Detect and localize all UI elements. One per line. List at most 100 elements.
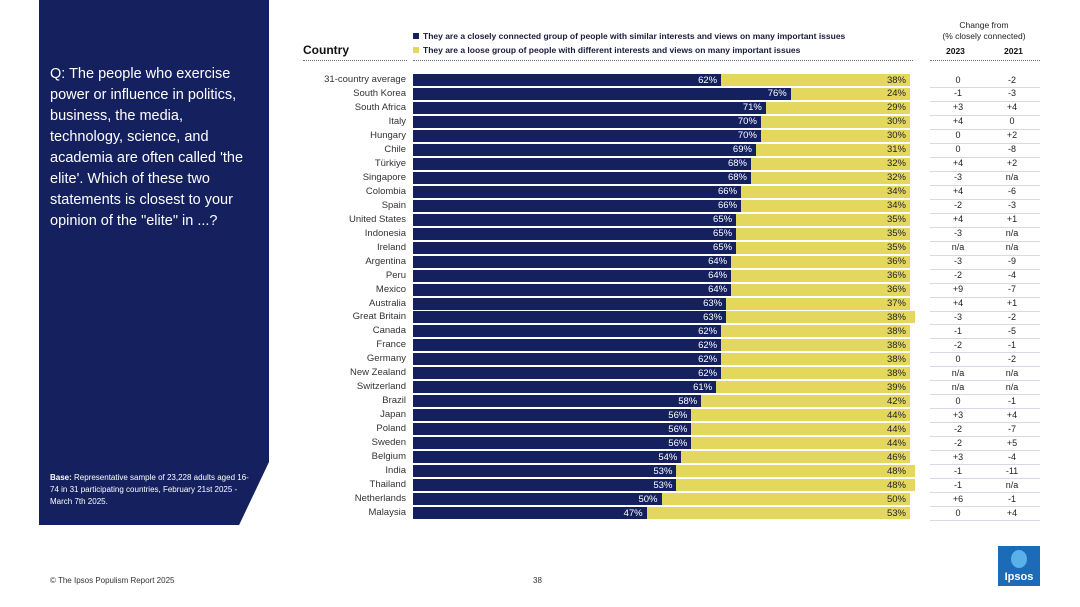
change-2021-value: -3 [1007, 200, 1016, 211]
bar-loose [701, 395, 910, 408]
country-label: Italy [388, 115, 406, 127]
value-label-closely: 62% [698, 367, 718, 379]
value-label-closely: 54% [658, 451, 678, 463]
change-2023-value: -3 [953, 311, 962, 322]
change-2023-value: n/a [951, 381, 965, 392]
country-label: Brazil [382, 395, 406, 407]
change-2023-value: +4 [952, 298, 964, 309]
legend-loose-label: They are a loose group of people with di… [423, 45, 801, 55]
value-label-loose: 50% [886, 493, 906, 505]
country-label: Argentina [365, 255, 406, 267]
bar-closely [413, 507, 647, 520]
bar-closely [413, 101, 766, 114]
value-label-loose: 36% [886, 256, 906, 268]
bar-closely [413, 339, 722, 352]
row-separator [930, 464, 1040, 466]
bar-closely [413, 241, 737, 254]
country-label: Mexico [375, 283, 406, 295]
row-separator [930, 520, 1040, 522]
value-label-loose: 44% [886, 437, 906, 449]
change-2021-value: n/a [1005, 479, 1019, 490]
change-2021-value: -9 [1007, 256, 1016, 267]
change-2021-value: n/a [1005, 242, 1019, 253]
value-label-closely: 65% [713, 242, 733, 254]
row-separator [930, 296, 1040, 298]
value-label-closely: 62% [698, 353, 718, 365]
change-2023-value: 0 [955, 74, 961, 85]
change-2021-value: +4 [1006, 102, 1018, 113]
value-label-loose: 34% [886, 186, 906, 198]
bar-loose [726, 297, 910, 310]
bar-loose [721, 325, 910, 338]
value-label-loose: 35% [886, 228, 906, 240]
change-2021-value: 0 [1009, 116, 1015, 127]
country-label: Canada [372, 325, 406, 337]
country-label: Great Britain [352, 311, 406, 323]
row-separator [930, 338, 1040, 340]
bar-loose [731, 283, 910, 296]
question-panel [39, 0, 269, 525]
country-label: Türkiye [374, 157, 406, 169]
row-separator [930, 184, 1040, 186]
bar-loose [676, 479, 915, 492]
change-2021-value: +4 [1006, 507, 1018, 518]
bar-loose [721, 74, 910, 86]
change-2023-value: -2 [953, 339, 962, 350]
country-label: United States [348, 213, 406, 225]
value-label-closely: 62% [698, 74, 718, 86]
change-2021-value: -5 [1007, 325, 1016, 336]
value-label-loose: 39% [886, 381, 906, 393]
value-label-loose: 38% [886, 353, 906, 365]
value-label-loose: 36% [886, 284, 906, 296]
change-2021-value: -7 [1007, 423, 1016, 434]
bar-closely [413, 74, 722, 86]
bar-loose [721, 367, 910, 380]
bar-closely [413, 493, 662, 506]
change-2021-value: +4 [1006, 409, 1018, 420]
value-label-loose: 24% [886, 88, 906, 100]
bar-loose [681, 451, 910, 464]
row-separator [930, 324, 1040, 326]
logo-text: Ipsos [1004, 571, 1034, 583]
change-2021-value: -4 [1007, 270, 1016, 281]
change-2021-value: +5 [1006, 437, 1018, 448]
change-2021-value: +2 [1006, 130, 1018, 141]
country-label: Indonesia [364, 227, 406, 239]
bar-closely [413, 199, 742, 212]
value-label-loose: 30% [886, 116, 906, 128]
base-label: Base: [50, 473, 72, 482]
bar-loose [741, 185, 910, 198]
row-separator [930, 254, 1040, 256]
value-label-closely: 61% [693, 381, 713, 393]
change-2021-value: -4 [1007, 451, 1016, 462]
value-label-loose: 32% [886, 158, 906, 170]
row-separator [930, 478, 1040, 480]
bar-closely [413, 115, 761, 128]
row-separator [930, 310, 1040, 312]
bar-closely [413, 269, 732, 282]
change-2023-value: n/a [951, 367, 965, 378]
change-2021-value: -2 [1007, 353, 1016, 364]
row-separator [930, 114, 1040, 116]
country-label: South Korea [353, 87, 406, 99]
bar-loose [736, 241, 910, 254]
country-label: South Africa [354, 101, 406, 113]
row-separator [930, 100, 1040, 102]
bar-closely [413, 129, 761, 142]
change-2023-value: -3 [953, 256, 962, 267]
value-label-closely: 56% [668, 423, 688, 435]
change-2021-value: +1 [1006, 298, 1018, 309]
row-separator [930, 240, 1040, 242]
bar-closely [413, 213, 737, 226]
bar-loose [726, 311, 915, 324]
row-separator [930, 492, 1040, 494]
value-label-loose: 35% [886, 242, 906, 254]
change-2023-value: +3 [952, 102, 964, 113]
value-label-loose: 37% [886, 298, 906, 310]
bar-closely [413, 255, 732, 268]
bar-loose [661, 493, 910, 506]
bar-closely [413, 381, 717, 394]
value-label-closely: 64% [708, 270, 728, 282]
value-label-closely: 66% [718, 200, 738, 212]
bar-closely [413, 157, 751, 170]
